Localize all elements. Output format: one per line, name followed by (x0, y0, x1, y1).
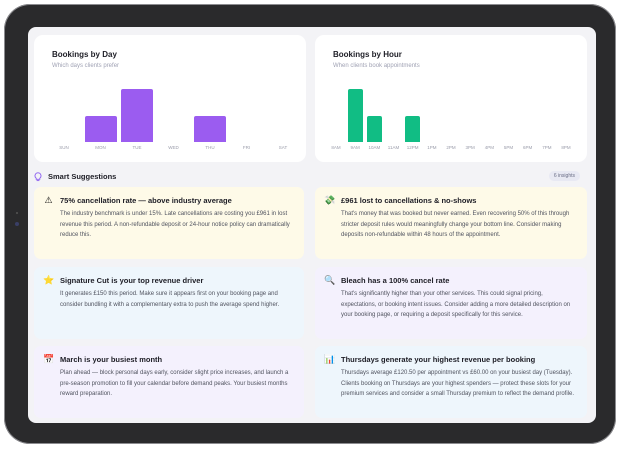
hour-bar-9am (347, 89, 363, 142)
bookings-by-day-card: Bookings by Day Which days clients prefe… (34, 35, 306, 162)
bar-chart-icon: 📊 (324, 354, 336, 364)
suggestion-title: £961 lost to cancellations & no-shows (341, 196, 477, 205)
suggestion-description: That's money that was booked but never e… (341, 211, 570, 238)
hour-tick-label: 3PM (465, 145, 475, 150)
day-tick-label: THU (205, 145, 215, 150)
suggestion-description: Thursdays average £120.50 per appointmen… (341, 370, 574, 397)
day-tick-label: SAT (278, 145, 288, 150)
suggestion-title: 75% cancellation rate — above industry a… (60, 196, 232, 205)
suggestion-description: That's significantly higher than your ot… (341, 291, 571, 318)
star-icon: ⭐ (43, 275, 55, 285)
hour-tick-label: 8AM (331, 145, 341, 150)
suggestion-title: Signature Cut is your top revenue driver (60, 276, 204, 285)
insights-count-badge: 6 insights (548, 171, 580, 181)
day-tick-label: TUE (132, 145, 142, 150)
day-tick-label: WED (168, 145, 179, 150)
suggestion-title: Bleach has a 100% cancel rate (341, 276, 450, 285)
suggestion-card: ⚠ 75% cancellation rate — above industry … (34, 187, 304, 259)
hour-tick-label: 4PM (484, 145, 494, 150)
chart-subtitle: Which days clients prefer (52, 63, 120, 69)
suggestion-description: The industry benchmark is under 15%. Lat… (60, 211, 290, 238)
suggestion-description: It generates £150 this period. Make sure… (60, 291, 280, 308)
day-tick-label: FRI (242, 145, 251, 150)
hour-tick-label: 12PM (406, 145, 419, 150)
suggestion-title: Thursdays generate your highest revenue … (341, 355, 536, 364)
hour-tick-label: 5PM (503, 145, 514, 150)
hour-tick-label: 7PM (542, 145, 552, 150)
day-bar-thu (194, 115, 226, 142)
suggestion-title: March is your busiest month (60, 355, 163, 364)
section-title: Smart Suggestions (48, 172, 117, 181)
bookings-by-hour-chart: 8AM 9AM 10AM 11AM 12PM 1PM 2PM 3PM 4PM 5PM 6PM 7PM 8… (315, 35, 587, 162)
suggestion-card: 💸 £961 lost to cancellations & no-shows Th… (315, 187, 587, 259)
camera-dot (15, 222, 19, 226)
hour-tick-label: 6PM (523, 145, 533, 150)
suggestion-description: Plan ahead — block personal days early, … (60, 370, 289, 397)
day-tick-label: SUN (59, 145, 69, 150)
suggestion-card: 🔍 Bleach has a 100% cancel rate That's sig… (315, 267, 587, 339)
hour-tick-label: 11AM (387, 145, 400, 150)
hour-tick-label: 1PM (427, 145, 437, 150)
suggestion-card: 📊 Thursdays generate your highest revenue… (315, 346, 587, 418)
warning-icon: ⚠ (44, 195, 53, 205)
smart-suggestions-header: Smart Suggestions 6 insights (34, 170, 590, 184)
hour-tick-label: 8PM (561, 145, 571, 150)
hour-bar-12pm (405, 115, 421, 142)
magnifier-icon: 🔍 (324, 275, 336, 285)
screen: Bookings by Day Which days clients prefe… (28, 27, 596, 423)
day-tick-label: MON (95, 145, 106, 150)
sensor-dot (16, 212, 18, 214)
hour-bar-10am (366, 115, 382, 142)
hour-tick-label: 10AM (368, 145, 381, 150)
chart-title: Bookings by Day (52, 50, 117, 59)
bookings-by-day-chart: SUN MON TUE WED THU FRI SAT (34, 35, 306, 162)
chart-subtitle: When clients book appointments (333, 63, 420, 69)
day-bar-mon (84, 115, 117, 142)
hour-tick-label: 2PM (446, 145, 456, 150)
day-bar-tue (121, 89, 153, 142)
lightbulb-icon (34, 172, 42, 182)
hour-tick-label: 9AM (350, 145, 360, 150)
money-icon: 💸 (324, 195, 336, 205)
suggestion-card: ⭐ Signature Cut is your top revenue drive… (34, 267, 304, 339)
calendar-icon: 📅 (43, 354, 55, 364)
chart-title: Bookings by Hour (333, 50, 402, 59)
bookings-by-hour-card: Bookings by Hour When clients book appoi… (315, 35, 587, 162)
suggestion-card: 📅 March is your busiest month Plan ahead —… (34, 346, 304, 418)
